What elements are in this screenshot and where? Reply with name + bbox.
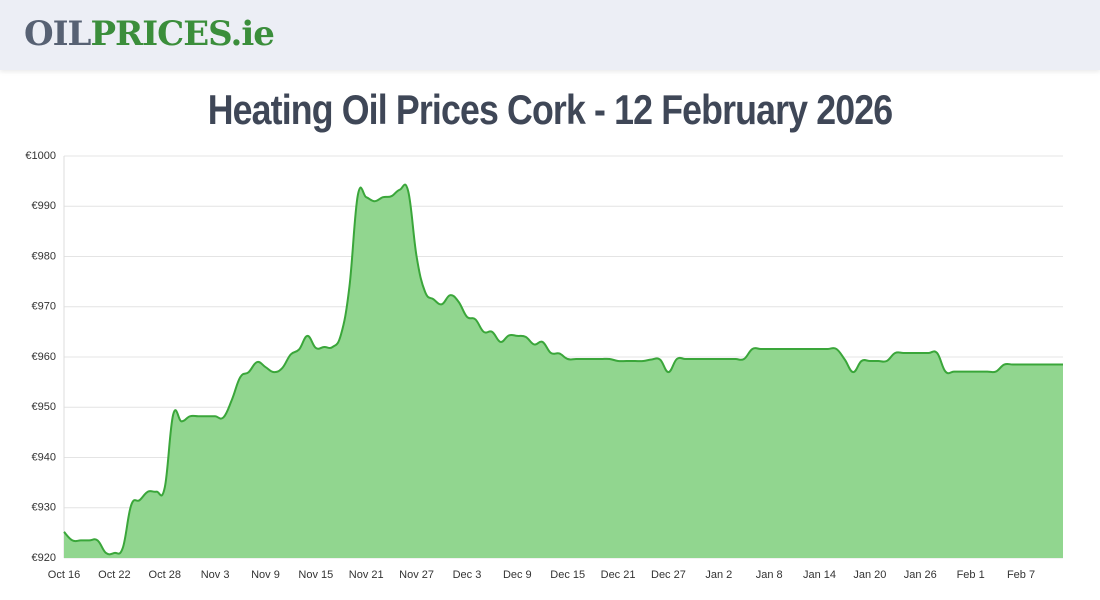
y-tick-label: €940	[32, 451, 56, 463]
y-tick-label: €990	[32, 200, 56, 212]
x-tick-label: Nov 27	[399, 569, 434, 581]
x-tick-label: Oct 28	[149, 569, 181, 581]
header: OILPRICES.ie	[0, 0, 1100, 70]
x-tick-label: Oct 22	[98, 569, 130, 581]
x-tick-label: Dec 15	[550, 569, 585, 581]
x-tick-label: Nov 9	[251, 569, 280, 581]
x-tick-label: Feb 7	[1007, 569, 1035, 581]
logo[interactable]: OILPRICES.ie	[24, 14, 275, 54]
y-tick-label: €980	[32, 250, 56, 262]
y-tick-label: €970	[32, 301, 56, 313]
x-tick-label: Jan 14	[803, 569, 836, 581]
x-tick-label: Oct 16	[48, 569, 80, 581]
price-line	[63, 183, 1064, 556]
x-tick-label: Feb 1	[957, 569, 985, 581]
logo-part: .ie	[230, 14, 274, 54]
x-tick-label: Dec 9	[503, 569, 532, 581]
x-tick-label: Dec 21	[601, 569, 636, 581]
x-tick-label: Jan 26	[904, 569, 937, 581]
x-tick-label: Nov 21	[349, 569, 384, 581]
y-tick-label: €950	[32, 401, 56, 413]
y-tick-label: €920	[32, 552, 56, 564]
y-tick-label: €1000	[25, 150, 56, 162]
logo-part: OIL	[24, 14, 91, 54]
chart-title: Heating Oil Prices Cork - 12 February 20…	[207, 86, 893, 133]
x-tick-label: Dec 3	[453, 569, 482, 581]
y-tick-label: €930	[32, 502, 56, 514]
x-tick-label: Jan 8	[756, 569, 783, 581]
x-tick-label: Nov 3	[201, 569, 230, 581]
x-tick-label: Nov 15	[298, 569, 333, 581]
x-tick-label: Jan 20	[853, 569, 886, 581]
x-tick-label: Dec 27	[651, 569, 686, 581]
logo-part: PRICES	[90, 14, 231, 54]
y-tick-label: €960	[32, 351, 56, 363]
x-tick-label: Jan 2	[705, 569, 732, 581]
area-fill	[64, 184, 1063, 558]
